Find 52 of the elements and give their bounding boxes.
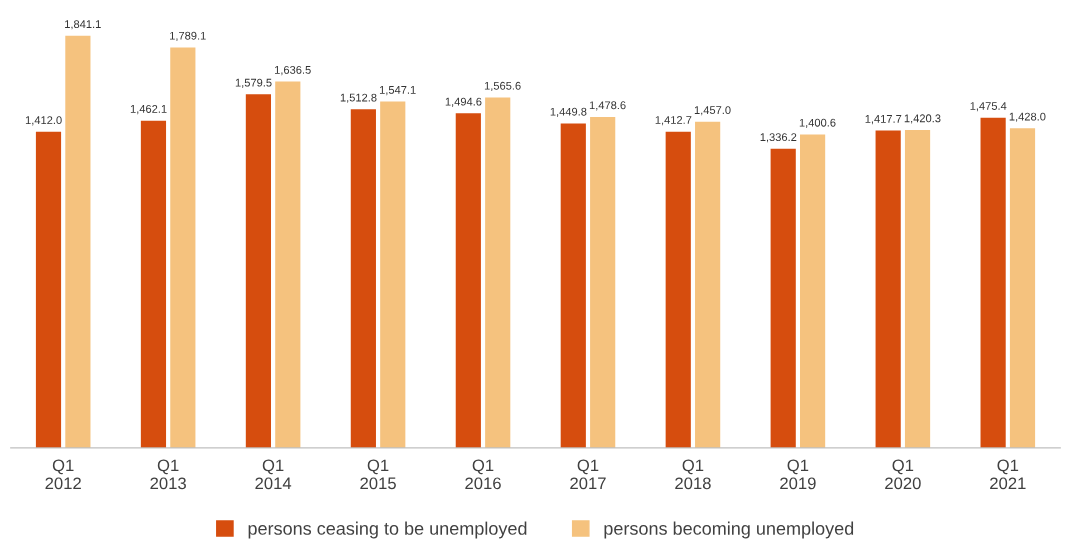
bar — [170, 47, 196, 448]
bar — [904, 129, 931, 448]
x-tick-label: Q1 2013 — [150, 459, 186, 490]
data-label: 1,494.6 — [445, 97, 482, 107]
bar — [350, 109, 376, 448]
data-label: 1,412.0 — [25, 116, 62, 126]
bar — [380, 101, 406, 448]
bar — [770, 148, 796, 448]
x-tick-label: Q1 2021 — [990, 459, 1026, 490]
legend-label: persons ceasing to be unemployed — [248, 521, 527, 539]
x-tick-label: Q1 2017 — [570, 459, 606, 490]
bar — [590, 116, 616, 448]
data-label: 1,547.1 — [379, 86, 416, 96]
x-tick-label: Q1 2019 — [780, 459, 816, 490]
data-label: 1,400.6 — [799, 118, 836, 128]
x-tick-label: Q1 2015 — [360, 459, 396, 490]
data-label: 1,412.7 — [655, 116, 692, 126]
data-label: 1,512.8 — [340, 93, 377, 103]
bar — [275, 81, 301, 448]
data-label: 1,449.8 — [550, 107, 587, 117]
data-label: 1,420.3 — [904, 114, 941, 124]
data-label: 1,417.7 — [865, 115, 902, 125]
bar — [140, 120, 167, 448]
data-label: 1,457.0 — [694, 106, 731, 116]
bar — [485, 97, 511, 448]
bar — [560, 123, 586, 448]
bar — [65, 35, 91, 448]
bar — [245, 94, 272, 448]
data-label: 1,428.0 — [1009, 112, 1046, 122]
bar — [1009, 128, 1036, 448]
data-label: 1,636.5 — [275, 65, 311, 76]
data-label: 1,462.1 — [130, 105, 167, 115]
bar — [875, 130, 901, 448]
data-label: 1,841.1 — [65, 20, 101, 30]
data-label: 1,579.5 — [235, 78, 272, 88]
legend-label: persons becoming unemployed — [604, 521, 854, 539]
data-label: 1,336.2 — [760, 133, 797, 143]
bar — [695, 121, 721, 448]
bar — [35, 131, 62, 448]
bar — [455, 113, 481, 448]
x-tick-label: Q1 2016 — [465, 459, 501, 490]
x-tick-label: Q1 2014 — [255, 459, 292, 490]
bar — [799, 134, 826, 448]
bar — [980, 117, 1006, 448]
x-tick-label: Q1 2018 — [675, 459, 711, 490]
data-label: 1,478.6 — [589, 101, 626, 111]
x-tick-label: Q1 2020 — [885, 459, 921, 490]
x-tick-label: Q1 2012 — [45, 459, 81, 490]
data-label: 1,565.6 — [484, 81, 521, 92]
data-label: 1,475.4 — [970, 102, 1007, 112]
bar — [665, 131, 691, 448]
data-label: 1,789.1 — [170, 31, 206, 41]
